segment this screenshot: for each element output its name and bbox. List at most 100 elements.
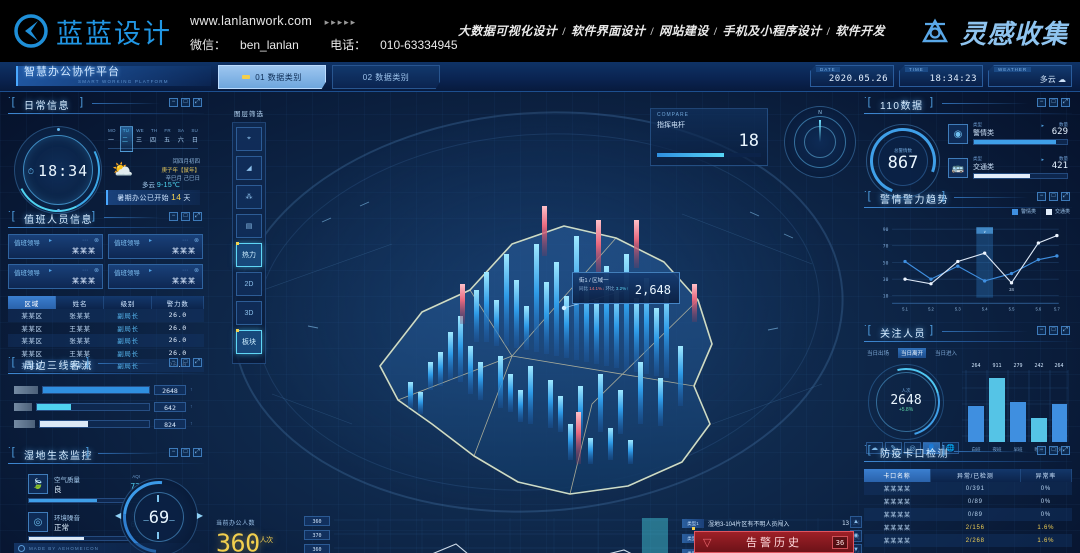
panel-expand-icon-7[interactable]: ⤢	[1061, 326, 1070, 335]
cp-col-0: 卡口名称	[864, 469, 931, 482]
person-icon[interactable]: 👤	[923, 442, 940, 454]
close-icon[interactable]: ⊗	[193, 238, 199, 244]
alert-history-label: 告警历史	[746, 537, 802, 549]
svg-text:夜班: 夜班	[993, 446, 1002, 453]
focus-tab-1[interactable]: 当日离开	[898, 348, 927, 358]
layer-button-3d[interactable]: 3D	[236, 301, 262, 325]
layer-button-2d[interactable]: 2D	[236, 272, 262, 296]
alert-type-1: 类型2	[682, 534, 704, 543]
warning-icon: ▽	[703, 536, 712, 549]
focus-tab-2[interactable]: 当日进入	[935, 351, 958, 357]
layer-filter-panel[interactable]: 图层筛选 ⌖ ◢ ⁂ ▤ 热力 2D 3D	[232, 108, 266, 364]
chevron-right-icon: ▸	[149, 268, 153, 274]
inspiration-brand: 灵感收集	[919, 14, 1068, 51]
panel-maximize-icon-7[interactable]: □	[1049, 326, 1058, 335]
pen-icon[interactable]: ✎	[885, 442, 902, 454]
duty-card[interactable]: 值班领导 ▸ ⋯ ⊗ 某某某	[108, 264, 203, 289]
legend-label-1: 交通类	[1054, 209, 1070, 215]
duty-card[interactable]: 值班领导 ▸ ⋯ ⊗ 某某某	[108, 234, 203, 259]
panel-minimize-icon-3[interactable]: −	[169, 358, 178, 367]
110-count-label-1: 数量	[1059, 156, 1068, 161]
table-row: 某某某某 0/89 0%	[883, 498, 1051, 507]
panel-maximize-icon-3[interactable]: □	[181, 358, 190, 367]
map-stage[interactable]: 图层筛选 ⌖ ◢ ⁂ ▤ 热力 2D 3D	[212, 94, 864, 553]
alert-history-button[interactable]: ▽ 告警历史 36	[694, 531, 854, 553]
weekday-strip: MO TU WE TH FR SA SU 一 二 三 四	[108, 126, 198, 152]
weekday-en-6: SU	[191, 128, 198, 133]
close-icon[interactable]: ⊗	[93, 268, 99, 274]
bottom-bar: 当前办公人数 360人次 今日数据 历史数据	[212, 514, 864, 553]
panel-minimize-icon-2[interactable]: −	[169, 212, 178, 221]
panel-expand-icon-2[interactable]: ⤢	[193, 212, 202, 221]
panel-maximize-icon-6[interactable]: □	[1049, 192, 1058, 201]
panel-expand-icon-4[interactable]: ⤢	[193, 448, 202, 457]
cloud-icon[interactable]: ☁	[866, 442, 883, 454]
panel-expand-icon-5[interactable]: ⤢	[1061, 98, 1070, 107]
panel-maximize-icon-2[interactable]: □	[181, 212, 190, 221]
svg-text:5.5: 5.5	[1009, 307, 1015, 312]
map-tooltip: 街1 / 区域一 同比 14.1%↓ 环比 3.2%↑ 2,648	[572, 272, 680, 304]
panel-minimize-icon-6[interactable]: −	[1037, 192, 1046, 201]
panel-minimize-icon-7[interactable]: −	[1037, 326, 1046, 335]
panel-maximize-icon-4[interactable]: □	[181, 448, 190, 457]
active-dot-icon	[236, 242, 239, 245]
duty-card[interactable]: 值班领导 ▸ ⋯ ⊗ 某某某	[8, 234, 103, 259]
panel-minimize-icon-4[interactable]: −	[169, 448, 178, 457]
service-1: 软件界面设计	[570, 24, 646, 38]
scroll-up-icon[interactable]: ▲	[850, 516, 862, 528]
tab-data-category-2[interactable]: 02 数据类别	[332, 65, 440, 89]
alert-row[interactable]: 类型1 湿地3-104片区有不明人员闯入 13:24	[682, 516, 860, 531]
map-compass[interactable]: N	[784, 106, 856, 178]
svg-text:242: 242	[1034, 363, 1043, 369]
close-icon[interactable]: ⊗	[193, 268, 199, 274]
panel-expand-icon-3[interactable]: ⤢	[193, 358, 202, 367]
layer-button-grid-icon[interactable]: ▤	[236, 214, 262, 238]
panel-maximize-icon[interactable]: □	[181, 98, 190, 107]
panel-checkpoint: ˙[ 防疫卡口检测 ] − □ ⤢ 卡口名称 异常/已检测	[864, 444, 1073, 553]
panel-maximize-icon-5[interactable]: □	[1049, 98, 1058, 107]
110-type-label-0: 类型	[973, 122, 982, 127]
duty-table: 区域 姓名 级别 警力数 某某区 张某某 副局长 26.0 某某区 王某某 副局长 26.0…	[8, 296, 204, 372]
flow-value-0: 2648	[154, 385, 186, 395]
panel-minimize-icon-8[interactable]: −	[1037, 446, 1046, 455]
brand-name-cn: 蓝蓝设计	[56, 18, 172, 50]
panel-expand-icon[interactable]: ⤢	[193, 98, 202, 107]
svg-text:早班: 早班	[1014, 446, 1023, 453]
current-people-value: 360人次	[216, 528, 273, 553]
compass-north-label: N	[818, 110, 822, 116]
layer-button-heat[interactable]: 热力	[236, 242, 262, 267]
panel-minimize-icon-5[interactable]: −	[1037, 98, 1046, 107]
promo-url[interactable]: www.lanlanwork.com	[190, 13, 313, 28]
inspiration-logo-icon	[919, 17, 951, 49]
panel-minimize-icon[interactable]: −	[169, 98, 178, 107]
110-type-name-1: 交通类	[973, 164, 994, 171]
tab-data-category-1[interactable]: 01 数据类别	[218, 65, 326, 89]
target-icon[interactable]: ◎	[904, 442, 921, 454]
layer-button-cluster-icon[interactable]: ⁂	[236, 185, 262, 209]
svg-text:10: 10	[883, 294, 889, 300]
flow-value-1: 642	[154, 402, 186, 412]
layer-button-signal-icon[interactable]: ◢	[236, 156, 262, 180]
panel-title-daily: 日常信息	[24, 101, 70, 112]
leaf-icon: 🍃	[28, 474, 48, 494]
map-area[interactable]: 图层筛选 ⌖ ◢ ⁂ ▤ 热力 2D 3D	[212, 94, 864, 553]
tab-label-2: 02 数据类别	[362, 72, 410, 82]
cp-col-2: 异常率	[1020, 469, 1073, 482]
svg-text:264: 264	[1054, 363, 1063, 369]
panel-expand-icon-6[interactable]: ⤢	[1061, 192, 1070, 201]
panel-expand-icon-8[interactable]: ⤢	[1061, 446, 1070, 455]
svg-text:白班: 白班	[972, 446, 981, 453]
alert-type-2: 类型4	[682, 549, 704, 553]
duty-card[interactable]: 值班领导 ▸ ⋯ ⊗ 某某某	[8, 264, 103, 289]
ylab-2: 360	[304, 544, 330, 553]
map-tooltip-value-1: 14.1%↓	[589, 286, 605, 291]
lunar-info: 闰四月初四 庚子年【鼠年】 辛巳月 己巳日	[148, 158, 200, 184]
layer-button-location-icon[interactable]: ⌖	[236, 127, 262, 151]
layer-button-block[interactable]: 板块	[236, 329, 262, 354]
focus-tab-0[interactable]: 当日出场	[867, 351, 890, 357]
panel-maximize-icon-8[interactable]: □	[1049, 446, 1058, 455]
checkpoint-table: 卡口名称 异常/已检测 异常率 某某某某 0/391 0% 某某某某 0/89 0% 某…	[864, 469, 1073, 547]
panel-trend: ˙[ 警情警力趋势 ] − □ ⤢ 警情类 交通类	[864, 190, 1072, 322]
close-icon[interactable]: ⊗	[93, 238, 99, 244]
